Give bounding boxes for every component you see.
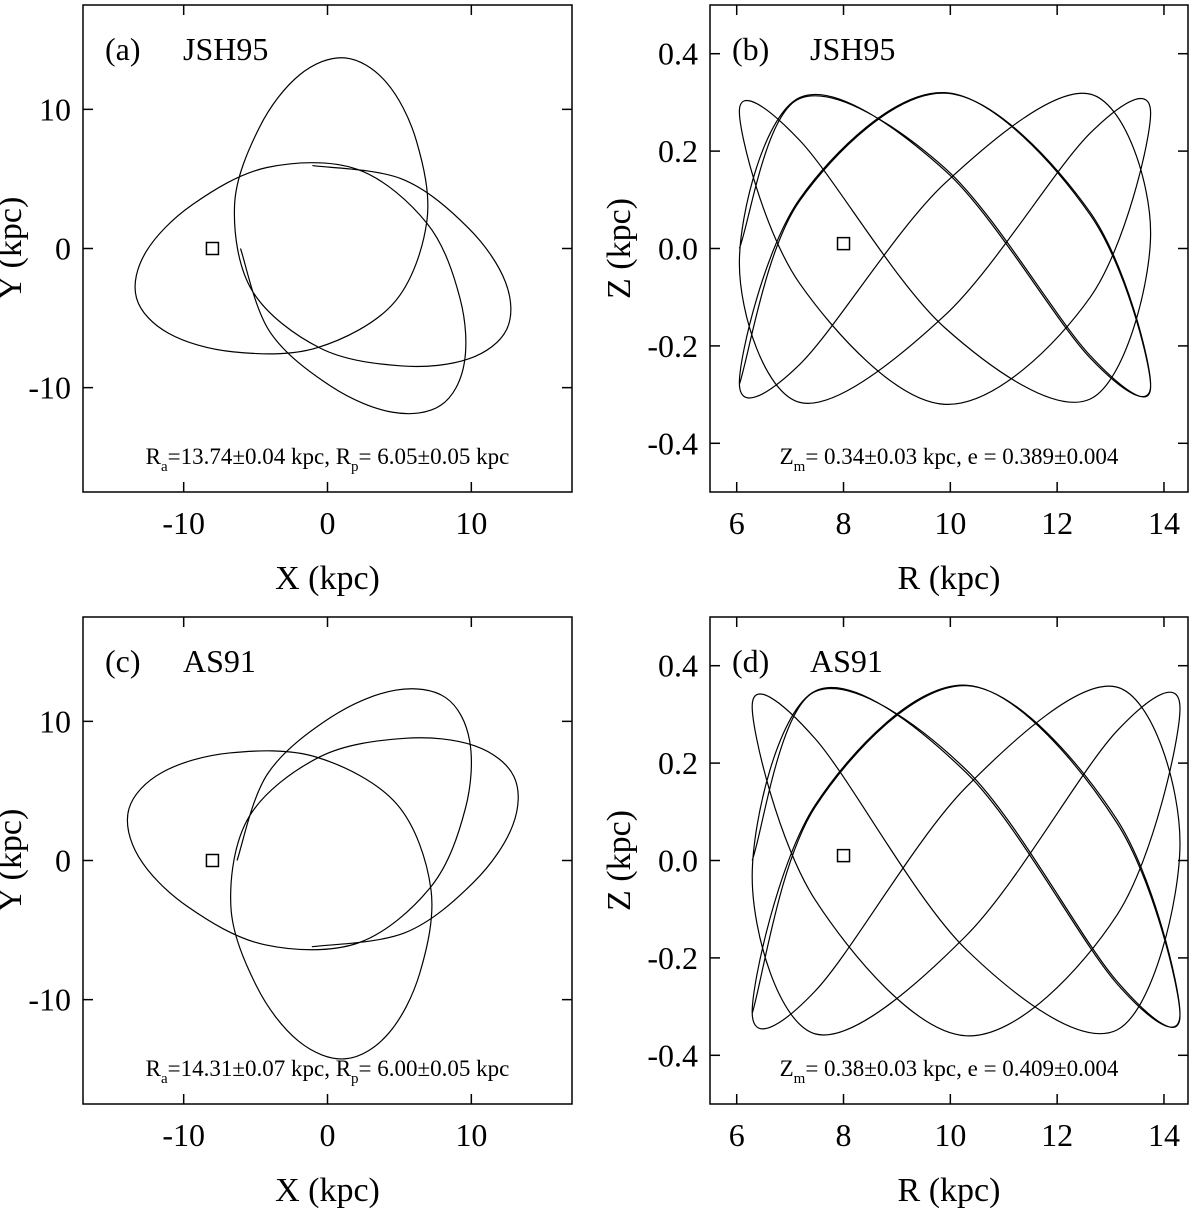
y-tick-label: 0.4 <box>658 648 698 684</box>
annotation: Ra=14.31±0.07 kpc, Rp= 6.00±0.05 kpc <box>146 1056 510 1087</box>
orbit-line <box>751 684 1181 1037</box>
annotation-text: =14.31±0.07 kpc, R <box>168 1056 352 1081</box>
panel-model: AS91 <box>183 643 256 679</box>
annotation-text: Z <box>780 1056 794 1081</box>
y-tick-label: -0.2 <box>647 328 698 364</box>
panel-model: JSH95 <box>183 31 268 67</box>
sun-marker <box>205 241 220 256</box>
x-tick-label: -10 <box>162 505 205 541</box>
sun-marker <box>836 236 851 251</box>
orbit-line <box>126 688 519 1060</box>
annotation-subscript: a <box>161 459 168 475</box>
annotation-text: R <box>146 1056 162 1081</box>
annotation-text: =13.74±0.04 kpc, R <box>168 444 352 469</box>
x-axis-title: R (kpc) <box>898 560 1001 597</box>
x-tick-label: 0 <box>320 505 336 541</box>
x-axis-title: X (kpc) <box>275 1172 380 1209</box>
y-tick-label: 0.0 <box>658 231 698 267</box>
annotation-text: = 6.00±0.05 kpc <box>359 1056 510 1081</box>
x-tick-label: 8 <box>836 1117 852 1153</box>
x-tick-label: 6 <box>729 505 745 541</box>
x-tick-label: 10 <box>455 1117 487 1153</box>
x-axis-title: R (kpc) <box>898 1172 1001 1209</box>
y-tick-label: 0.2 <box>658 745 698 781</box>
annotation-text: R <box>146 444 162 469</box>
annotation: Ra=13.74±0.04 kpc, Rp= 6.05±0.05 kpc <box>146 444 510 475</box>
x-tick-label: 14 <box>1148 505 1180 541</box>
y-tick-label: -10 <box>28 370 71 406</box>
annotation-text: = 0.38±0.03 kpc, e = 0.409±0.004 <box>805 1056 1119 1081</box>
annotation-subscript: m <box>794 1071 806 1087</box>
plot-frame <box>82 4 573 493</box>
y-tick-label: 0.2 <box>658 133 698 169</box>
annotation-text: = 0.34±0.03 kpc, e = 0.389±0.004 <box>805 444 1119 469</box>
annotation: Zm= 0.38±0.03 kpc, e = 0.409±0.004 <box>780 1056 1119 1087</box>
panel-model: JSH95 <box>810 31 895 67</box>
y-tick-label: 0 <box>55 231 71 267</box>
annotation-subscript: p <box>351 1071 359 1087</box>
panel-model: AS91 <box>810 643 883 679</box>
x-tick-label: 8 <box>836 505 852 541</box>
y-tick-label: -0.2 <box>647 940 698 976</box>
y-axis-title: Y (kpc) <box>0 197 29 301</box>
x-axis-title: X (kpc) <box>275 560 380 597</box>
x-tick-label: 0 <box>320 1117 336 1153</box>
y-tick-label: 10 <box>39 703 71 739</box>
orbit-line <box>738 92 1152 405</box>
y-tick-label: 0.0 <box>658 843 698 879</box>
panel-label: (b) <box>732 31 769 67</box>
x-tick-label: -10 <box>162 1117 205 1153</box>
panel-label: (c) <box>105 643 141 679</box>
panel-label: (d) <box>732 643 769 679</box>
annotation: Zm= 0.34±0.03 kpc, e = 0.389±0.004 <box>780 444 1119 475</box>
x-tick-label: 10 <box>934 505 966 541</box>
plot-frame <box>82 616 573 1105</box>
annotation-text: = 6.05±0.05 kpc <box>359 444 510 469</box>
y-tick-label: 0.4 <box>658 36 698 72</box>
annotation-subscript: a <box>161 1071 168 1087</box>
x-tick-label: 12 <box>1041 505 1073 541</box>
y-axis-title: Z (kpc) <box>601 198 638 299</box>
y-tick-label: -10 <box>28 982 71 1018</box>
annotation-subscript: p <box>351 459 359 475</box>
x-tick-label: 10 <box>934 1117 966 1153</box>
sun-marker <box>205 853 220 868</box>
y-tick-label: -0.4 <box>647 1037 698 1073</box>
y-axis-title: Z (kpc) <box>601 810 638 911</box>
y-tick-label: 10 <box>39 91 71 127</box>
orbit-line <box>134 57 512 415</box>
y-axis-title: Y (kpc) <box>0 809 29 913</box>
y-tick-label: -0.4 <box>647 425 698 461</box>
x-tick-label: 14 <box>1148 1117 1180 1153</box>
y-tick-label: 0 <box>55 843 71 879</box>
sun-marker <box>836 848 851 863</box>
annotation-subscript: m <box>794 459 806 475</box>
x-tick-label: 12 <box>1041 1117 1073 1153</box>
x-tick-label: 6 <box>729 1117 745 1153</box>
plot-frame <box>709 4 1189 493</box>
annotation-text: Z <box>780 444 794 469</box>
panel-label: (a) <box>105 31 141 67</box>
x-tick-label: 10 <box>455 505 487 541</box>
